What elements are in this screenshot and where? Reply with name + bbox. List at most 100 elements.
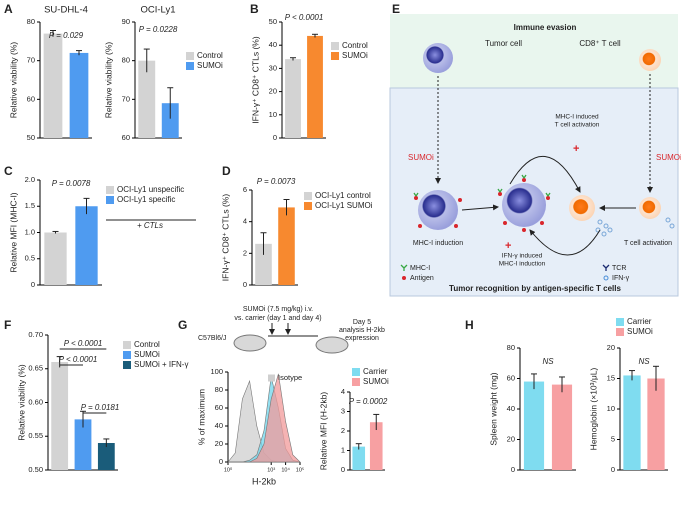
y-tick-label: 0	[341, 465, 345, 474]
y-tick-label: 5	[611, 434, 615, 443]
mouse	[315, 336, 349, 354]
schematic-text: C57Bl6/J	[198, 335, 226, 342]
legend-swatch	[331, 52, 339, 60]
y-tick-label: 0	[611, 465, 615, 474]
legend-symbol	[603, 275, 609, 281]
diagram-title: Tumor recognition by antigen-specific T …	[449, 284, 621, 293]
schematic-text: expression	[345, 335, 379, 342]
annotation: P < 0.0001	[285, 13, 324, 22]
y-tick-label: 2	[243, 248, 247, 257]
annotation: P < 0.0001	[59, 355, 98, 364]
y-tick-label: 60	[507, 373, 515, 382]
legend-label: Control	[197, 51, 223, 60]
legend-label: SUMOi	[197, 61, 223, 70]
x-tick-label: 10³	[267, 467, 275, 473]
x-tick-label: 10⁴	[281, 466, 290, 473]
annotation: NS	[542, 357, 554, 366]
legend-swatch	[331, 42, 339, 50]
legend-label: Control	[342, 41, 368, 50]
tumor-cell	[502, 183, 546, 227]
legend-symbol	[400, 264, 408, 271]
legend-swatch	[123, 361, 131, 369]
mouse	[233, 334, 267, 352]
y-tick-label: 80	[507, 343, 515, 352]
y-tick-label: 3	[341, 406, 345, 415]
antigens	[414, 178, 550, 232]
legend-label: Antigen	[410, 275, 434, 282]
y-tick-label: 0.60	[28, 397, 43, 406]
y-tick-label: 50	[269, 17, 277, 26]
y-tick-label: 2.0	[25, 175, 35, 184]
mhc-receptors	[413, 174, 551, 197]
histogram-area	[228, 373, 301, 463]
legend-swatch	[186, 52, 194, 60]
y-tick-label: 20	[607, 343, 615, 352]
schematic: SUMOi (7.5 mg/kg) i.v. vs. carrier (day …	[198, 306, 385, 354]
annotation: P = 0.029	[49, 31, 84, 40]
legend-swatch	[123, 351, 131, 359]
bar	[285, 59, 301, 139]
t-cell	[639, 49, 661, 71]
y-tick-label: 1	[341, 445, 345, 454]
legend-swatch	[106, 196, 114, 204]
panel-label: G	[178, 318, 187, 332]
y-tick-label: 0	[273, 133, 277, 142]
legend-label: OCI-Ly1 specific	[117, 195, 175, 204]
legend-label: SUMOi	[342, 51, 368, 60]
annotation: P = 0.0073	[257, 177, 296, 186]
annotation: P = 0.0078	[52, 179, 91, 188]
y-tick-label: 80	[122, 56, 130, 65]
y-tick-label: 80	[215, 385, 223, 394]
diagram-note: IFN-γ induced	[502, 253, 543, 260]
legend-label: SUMOi	[627, 327, 653, 336]
bar	[138, 60, 156, 138]
bar	[255, 243, 272, 285]
tumor-cell	[423, 43, 453, 73]
legend-label: Control	[134, 340, 160, 349]
y-tick-label: 0	[31, 280, 35, 289]
y-tick-label: 0	[243, 280, 247, 289]
panel-label: H	[465, 318, 474, 332]
y-axis-label: IFN-γ⁺ CD8⁺ CTLs (%)	[220, 194, 230, 282]
legend-label: MHC-I	[410, 265, 430, 272]
y-tick-label: 60	[27, 94, 35, 103]
y-axis-label: IFN-γ⁺ CD8⁺ CTLs (%)	[250, 36, 260, 124]
annotation: P = 0.0002	[349, 397, 388, 406]
y-tick-label: 20	[215, 439, 223, 448]
arrow	[529, 229, 601, 256]
legend-swatch	[304, 192, 312, 200]
y-tick-label: 40	[215, 421, 223, 430]
y-axis-label: Hemoglobin (×10³/μL)	[588, 368, 598, 451]
panel-label: D	[222, 164, 231, 178]
y-tick-label: 6	[243, 185, 247, 194]
y-tick-label: 20	[269, 87, 277, 96]
t-cell	[569, 195, 595, 221]
schematic-text: vs. carrier (day 1 and day 4)	[234, 315, 321, 322]
plus: +	[505, 240, 511, 252]
bar	[74, 419, 92, 470]
y-tick-label: 40	[507, 404, 515, 413]
diagram-note: T cell activation	[555, 122, 600, 129]
panel-label: F	[4, 318, 11, 332]
y-tick-label: 0	[511, 465, 515, 474]
schematic-text: Day 5	[353, 319, 371, 326]
annotation: P < 0.0001	[64, 339, 103, 348]
panel-label: C	[4, 164, 13, 178]
y-tick-label: 40	[269, 40, 277, 49]
legend-swatch	[352, 368, 360, 376]
legend-swatch	[304, 202, 312, 210]
drug-label: SUMOi	[408, 153, 434, 162]
annotation: + CTLs	[137, 221, 163, 230]
bar	[523, 381, 545, 470]
y-tick-label: 30	[269, 63, 277, 72]
y-tick-label: 0.65	[28, 364, 43, 373]
legend-label: OCI-Ly1 SUMOi	[315, 201, 373, 210]
y-tick-label: 80	[27, 17, 35, 26]
y-axis-label: Relative viability (%)	[8, 42, 18, 119]
y-tick-label: 4	[341, 387, 345, 396]
bar	[69, 52, 89, 138]
bar	[278, 207, 295, 285]
bar	[43, 33, 63, 138]
chart-title: SU-DHL-4	[44, 5, 88, 16]
